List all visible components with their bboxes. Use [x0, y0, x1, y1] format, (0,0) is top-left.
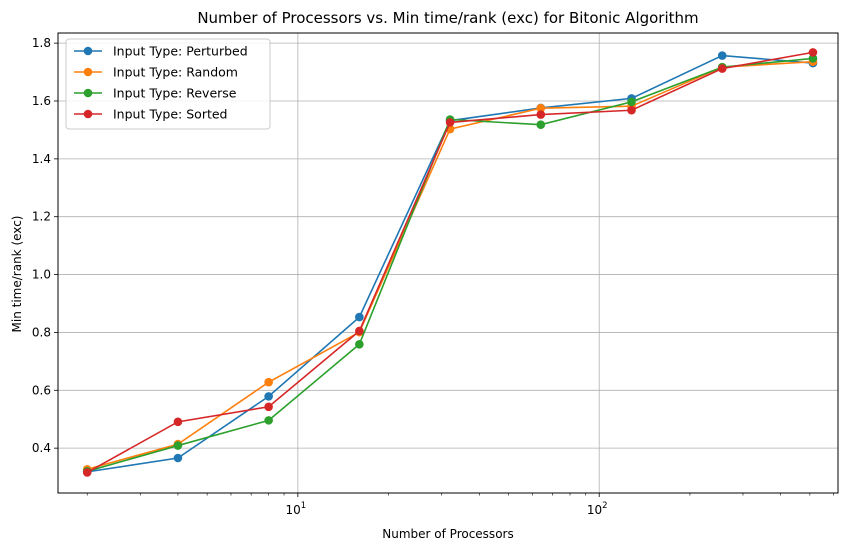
data-point: [808, 48, 818, 57]
y-tick-label: 1.0: [32, 268, 51, 282]
legend-label: Input Type: Random: [113, 65, 238, 80]
legend: Input Type: Perturbed Input Type: Random I…: [65, 38, 271, 130]
plot-frame: [57, 32, 839, 494]
legend-marker: [83, 46, 93, 56]
data-point: [264, 377, 273, 387]
x-tick-base: 10: [587, 503, 602, 517]
data-point: [173, 417, 183, 427]
y-axis-label: Min time/rank (exc): [10, 216, 24, 333]
data-point: [717, 51, 727, 60]
y-tick-label: 0.4: [32, 441, 51, 455]
data-point: [355, 312, 364, 322]
x-tick-label: 101: [285, 501, 306, 517]
data-point: [808, 54, 818, 63]
data-point: [717, 64, 727, 73]
x-tick-base: 10: [285, 503, 300, 517]
legend-label: Input Type: Perturbed: [113, 44, 248, 59]
series-group: [82, 48, 818, 477]
data-point: [173, 453, 183, 463]
data-point: [264, 416, 273, 425]
legend-marker: [83, 67, 93, 77]
y-tick-label: 1.2: [32, 210, 51, 224]
y-tick-label: 0.6: [32, 383, 51, 397]
x-tick-exponent: 2: [602, 501, 607, 511]
legend-marker: [83, 88, 93, 98]
data-point: [627, 97, 636, 107]
data-point: [536, 110, 546, 119]
data-point: [355, 339, 364, 349]
chart-title: Number of Processors vs. Min time/rank (…: [197, 9, 698, 27]
x-axis-label: Number of Processors: [382, 527, 513, 541]
data-point: [173, 441, 183, 450]
data-point: [536, 120, 546, 130]
legend-label: Input Type: Sorted: [113, 107, 227, 122]
data-point: [445, 118, 455, 127]
data-point: [264, 402, 273, 412]
data-point: [627, 105, 636, 115]
legend-marker: [83, 109, 93, 119]
y-tick-label: 1.4: [32, 152, 51, 166]
y-tick-label: 1.8: [32, 36, 51, 50]
legend-label: Input Type: Reverse: [113, 86, 237, 101]
y-tick-label: 1.6: [32, 94, 51, 108]
data-point: [355, 326, 364, 336]
data-point: [82, 468, 92, 477]
y-tick-label: 0.8: [32, 325, 51, 339]
data-point: [536, 103, 546, 113]
data-point: [264, 392, 273, 401]
x-tick-exponent: 1: [301, 501, 306, 511]
x-tick-label: 102: [587, 501, 608, 517]
legend-box: [65, 38, 271, 130]
